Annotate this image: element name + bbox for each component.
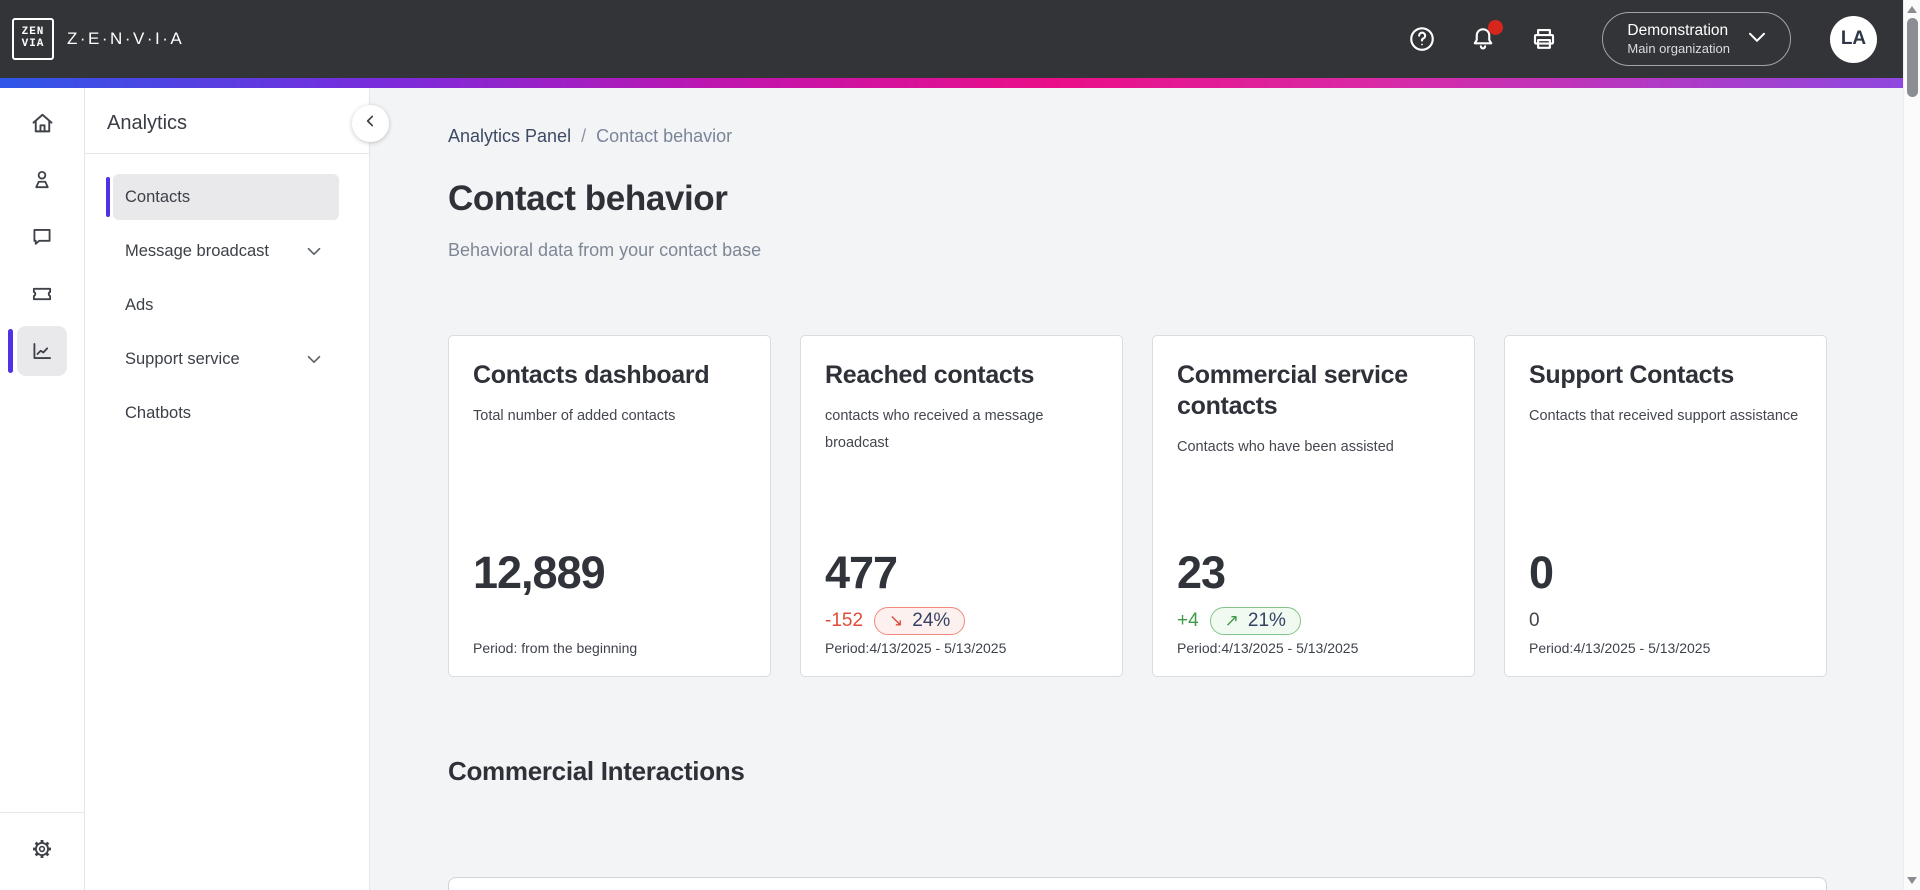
scrollbar-up-arrow[interactable] <box>1907 6 1917 13</box>
breadcrumb: Analytics Panel / Contact behavior <box>448 125 1920 147</box>
sidebar: Analytics Contacts Message broadcast Ads… <box>85 88 370 890</box>
breadcrumb-analytics-panel[interactable]: Analytics Panel <box>448 126 572 146</box>
page-subtitle: Behavioral data from your contact base <box>448 240 762 260</box>
sidebar-item-label: Ads <box>125 295 154 314</box>
gear-icon <box>29 836 55 867</box>
analytics-chart-icon <box>17 326 67 376</box>
card-contacts-dashboard: Contacts dashboard Total number of added… <box>448 335 771 677</box>
rail-item-contacts[interactable] <box>0 155 84 205</box>
chevron-down-icon <box>303 240 325 262</box>
card-delta: 0 <box>1529 610 1540 631</box>
rail-item-tickets[interactable] <box>0 269 84 319</box>
notification-dot <box>1488 20 1504 35</box>
organization-switcher[interactable]: Demonstration Main organization <box>1602 12 1791 66</box>
rail-item-settings[interactable] <box>0 813 84 890</box>
sidebar-item-label: Chatbots <box>125 403 192 422</box>
sidebar-collapse-button[interactable] <box>352 105 389 142</box>
sidebar-item-support-service[interactable]: Support service <box>113 336 339 382</box>
kpi-cards-row: Contacts dashboard Total number of added… <box>448 335 1920 677</box>
card-value: 12,889 <box>473 546 606 598</box>
page-title: Contact behavior <box>448 179 728 218</box>
avatar[interactable]: LA <box>1830 15 1877 63</box>
card-title: Commercial service contacts <box>1177 361 1408 420</box>
trend-badge: ↘ 24% <box>874 607 966 635</box>
card-title: Support Contacts <box>1529 361 1734 389</box>
zenvia-logo-icon: ZEN VIA <box>12 18 54 60</box>
brand-text: Z·E·N·V·I·A <box>67 29 185 48</box>
badge-value: 21% <box>1247 610 1286 631</box>
main-content: Analytics Panel / Contact behavior Conta… <box>370 88 1920 890</box>
card-title: Contacts dashboard <box>473 361 710 389</box>
help-icon[interactable] <box>1405 22 1439 56</box>
rail-item-home[interactable] <box>0 98 84 148</box>
card-subtitle: Contacts that received support assistanc… <box>1529 408 1799 424</box>
sidebar-heading: Analytics <box>107 112 188 134</box>
card-delta: +4 <box>1177 610 1199 631</box>
organization-subtitle: Main organization <box>1627 40 1730 56</box>
trend-arrow-icon: ↗ <box>1224 611 1239 630</box>
chevron-down-icon <box>1744 24 1770 55</box>
top-bar: ZEN VIA Z·E·N·V·I·A <box>0 0 1920 78</box>
card-reached-contacts: Reached contacts contacts who received a… <box>800 335 1123 677</box>
sidebar-divider <box>85 153 369 154</box>
rail-item-conversations[interactable] <box>0 212 84 262</box>
sidebar-item-chatbots[interactable]: Chatbots <box>113 390 339 436</box>
card-subtitle: Total number of added contacts <box>473 408 676 424</box>
badge-value: 24% <box>912 610 951 631</box>
breadcrumb-separator: / <box>581 126 587 146</box>
organization-name: Demonstration <box>1627 22 1729 40</box>
bell-icon[interactable] <box>1466 20 1504 56</box>
logo-line-1: ZEN <box>21 26 45 39</box>
avatar-initials: LA <box>1840 28 1867 49</box>
page-scrollbar[interactable] <box>1903 0 1920 890</box>
trend-arrow-icon: ↘ <box>889 611 904 630</box>
home-icon <box>17 98 67 148</box>
sidebar-item-contacts[interactable]: Contacts <box>106 174 339 220</box>
breadcrumb-current: Contact behavior <box>596 126 733 146</box>
rail-item-analytics[interactable] <box>0 326 84 376</box>
brand-gradient-bar <box>0 78 1920 88</box>
card-value: 23 <box>1177 546 1226 598</box>
card-period: Period:4/13/2025 - 5/13/2025 <box>825 640 1007 656</box>
card-title: Reached contacts <box>825 361 1035 389</box>
sidebar-item-label: Contacts <box>125 187 191 206</box>
card-support-contacts: Support Contacts Contacts that received … <box>1504 335 1827 677</box>
scrollbar-down-arrow[interactable] <box>1907 877 1917 884</box>
icon-rail <box>0 88 85 890</box>
card-period: Period:4/13/2025 - 5/13/2025 <box>1529 640 1711 656</box>
logo-line-2: VIA <box>21 38 45 50</box>
sidebar-item-ads[interactable]: Ads <box>113 282 339 328</box>
printer-icon[interactable] <box>1527 22 1561 56</box>
rail-divider <box>0 812 84 813</box>
sidebar-item-label: Message broadcast <box>125 241 269 260</box>
chat-bubble-icon <box>17 212 67 262</box>
ticket-icon <box>17 269 67 319</box>
card-subtitle: contacts who received a message broadcas… <box>825 408 1044 451</box>
chevron-down-icon <box>303 348 325 370</box>
sidebar-item-label: Support service <box>125 349 240 368</box>
card-subtitle: Contacts who have been assisted <box>1177 439 1394 455</box>
card-value: 477 <box>825 546 898 598</box>
sidebar-item-message-broadcast[interactable]: Message broadcast <box>113 228 339 274</box>
card-period: Period: from the beginning <box>473 640 638 656</box>
card-value: 0 <box>1529 546 1554 598</box>
card-period: Period:4/13/2025 - 5/13/2025 <box>1177 640 1359 656</box>
person-icon <box>17 155 67 205</box>
chevron-left-icon <box>361 111 381 136</box>
trend-badge: ↗ 21% <box>1209 607 1301 635</box>
card-commercial-service-contacts: Commercial service contacts Contacts who… <box>1152 335 1475 677</box>
card-delta: -152 <box>825 610 864 631</box>
section-heading-commercial-interactions: Commercial Interactions <box>448 756 745 786</box>
commercial-interactions-panel <box>448 877 1827 890</box>
scrollbar-thumb[interactable] <box>1907 18 1918 97</box>
brand: ZEN VIA Z·E·N·V·I·A <box>12 18 184 60</box>
